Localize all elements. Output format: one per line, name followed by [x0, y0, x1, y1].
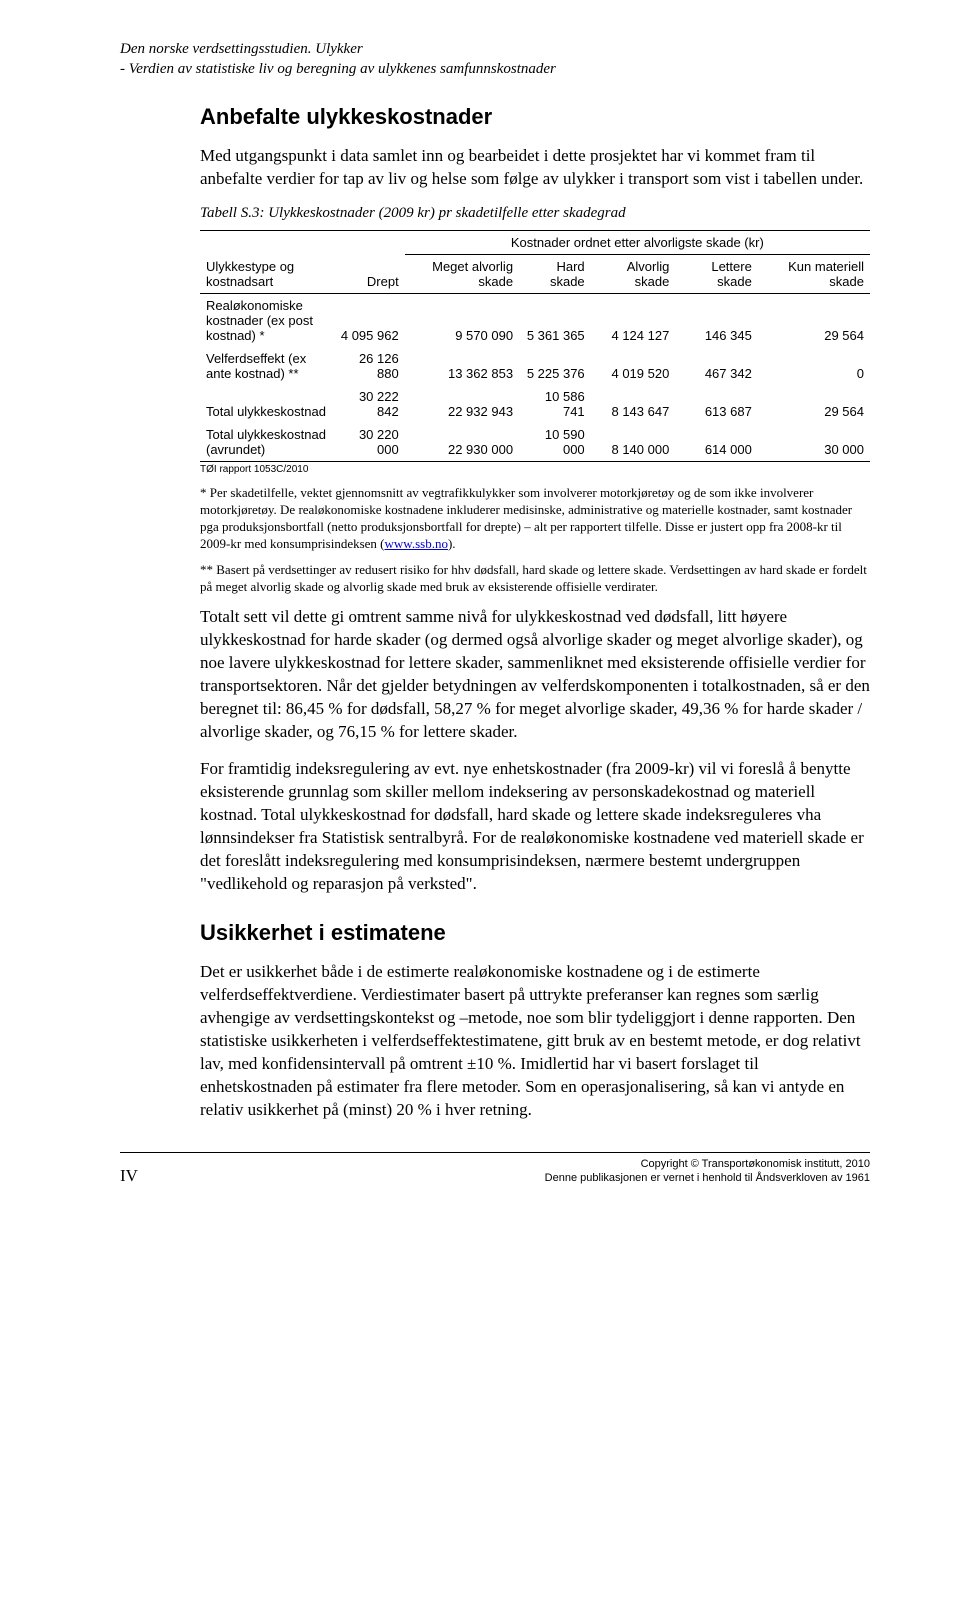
table-cell: 22 932 943 [405, 385, 519, 423]
table-cell: 29 564 [758, 385, 870, 423]
table-cell: 30 222 842 [335, 385, 405, 423]
table-cell: 9 570 090 [405, 293, 519, 347]
table-cell: 30 220 000 [335, 423, 405, 462]
footer-right: Copyright © Transportøkonomisk institutt… [545, 1157, 870, 1186]
row-label: Realøkonomiske kostnader (ex post kostna… [200, 293, 335, 347]
table-cell: 10 590 000 [519, 423, 591, 462]
section-title-1: Anbefalte ulykkeskostnader [200, 104, 870, 130]
table-caption: Tabell S.3: Ulykkeskostnader (2009 kr) p… [200, 205, 870, 222]
table-cell: 5 361 365 [519, 293, 591, 347]
table-cell: 4 019 520 [591, 347, 676, 385]
row-label: Total ulykkeskostnad (avrundet) [200, 423, 335, 462]
table-cell: 30 000 [758, 423, 870, 462]
cost-table: Kostnader ordnet etter alvorligste skade… [200, 230, 870, 462]
col-type: Ulykkestype og kostnadsart [200, 254, 335, 293]
page-container: Den norske verdsettingsstudien. Ulykker … [0, 0, 960, 1216]
table-cell: 4 095 962 [335, 293, 405, 347]
copyright-text: Copyright © Transportøkonomisk institutt… [641, 1158, 870, 1170]
body-paragraph-2: For framtidig indeksregulering av evt. n… [200, 758, 870, 896]
table-cell: 8 143 647 [591, 385, 676, 423]
running-header: Den norske verdsettingsstudien. Ulykker … [120, 40, 870, 79]
table-cell: 8 140 000 [591, 423, 676, 462]
footnote-2: ** Basert på verdsettinger av redusert r… [200, 562, 870, 596]
table-cell: 22 930 000 [405, 423, 519, 462]
table-span-header: Kostnader ordnet etter alvorligste skade… [405, 230, 870, 254]
table-cell: 26 126 880 [335, 347, 405, 385]
col-lettere: Lettere skade [675, 254, 758, 293]
content-block: Anbefalte ulykkeskostnader Med utgangspu… [200, 104, 870, 1122]
col-meget: Meget alvorlig skade [405, 254, 519, 293]
table-cell: 146 345 [675, 293, 758, 347]
footnote-link[interactable]: www.ssb.no [385, 536, 448, 551]
table-cell: 0 [758, 347, 870, 385]
footnote-1: * Per skadetilfelle, vektet gjennomsnitt… [200, 485, 870, 553]
table-cell: 614 000 [675, 423, 758, 462]
col-materiell: Kun materiell skade [758, 254, 870, 293]
intro-paragraph: Med utgangspunkt i data samlet inn og be… [200, 145, 870, 191]
footnote-1-text: * Per skadetilfelle, vektet gjennomsnitt… [200, 485, 852, 551]
header-line-1: Den norske verdsettingsstudien. Ulykker [120, 41, 363, 57]
body-paragraph-3: Det er usikkerhet både i de estimerte re… [200, 961, 870, 1122]
table-cell: 5 225 376 [519, 347, 591, 385]
table-cell: 13 362 853 [405, 347, 519, 385]
table-cell: 10 586 741 [519, 385, 591, 423]
row-label: Total ulykkeskostnad [200, 385, 335, 423]
header-line-2: - Verdien av statistiske liv og beregnin… [120, 61, 556, 77]
row-label: Velferdseffekt (ex ante kostnad) ** [200, 347, 335, 385]
page-number: IV [120, 1166, 138, 1186]
section-title-2: Usikkerhet i estimatene [200, 920, 870, 946]
table-cell: 613 687 [675, 385, 758, 423]
page-footer: IV Copyright © Transportøkonomisk instit… [120, 1152, 870, 1186]
col-drept: Drept [335, 254, 405, 293]
col-alvorlig: Alvorlig skade [591, 254, 676, 293]
footnote-1-tail: ). [448, 536, 456, 551]
body-paragraph-1: Totalt sett vil dette gi omtrent samme n… [200, 606, 870, 744]
table-cell: 467 342 [675, 347, 758, 385]
table-cell: 4 124 127 [591, 293, 676, 347]
table-source: TØI rapport 1053C/2010 [200, 464, 870, 475]
footer-note: Denne publikasjonen er vernet i henhold … [545, 1172, 870, 1184]
col-hard: Hard skade [519, 254, 591, 293]
table-cell: 29 564 [758, 293, 870, 347]
